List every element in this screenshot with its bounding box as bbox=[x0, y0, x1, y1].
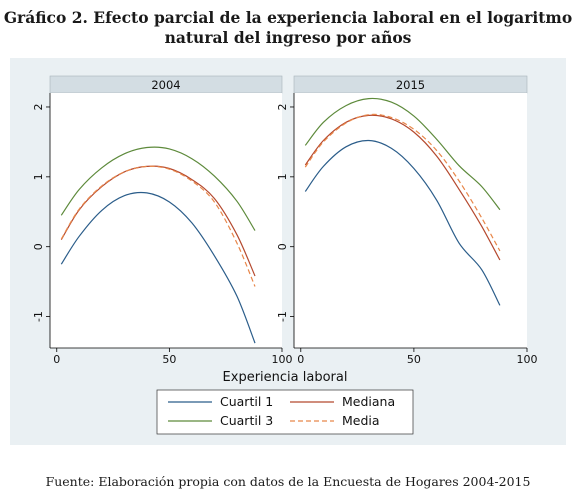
x-tick-label-2015-50: 50 bbox=[407, 353, 421, 366]
y-tick-label-2004-1: 1 bbox=[32, 173, 45, 180]
series-line-mediana-2015 bbox=[304, 114, 501, 261]
y-tick-label-2015-0: 0 bbox=[276, 243, 289, 250]
plot-area-2004 bbox=[50, 93, 282, 348]
series-line-cuartil-1-2015 bbox=[304, 139, 501, 306]
legend-label-media: Media bbox=[342, 413, 380, 428]
y-tick-label-2004--1: -1 bbox=[32, 311, 45, 322]
legend-label-cuartil-1: Cuartil 1 bbox=[220, 394, 273, 409]
series-line-cuartil-3-2004 bbox=[60, 146, 256, 231]
y-tick-label-2004-2: 2 bbox=[32, 103, 45, 110]
chart-title-line-2: natural del ingreso por años bbox=[164, 28, 412, 47]
series-line-cuartil-3-2015 bbox=[304, 97, 501, 211]
x-tick-label-2004-50: 50 bbox=[162, 353, 176, 366]
chart-title-line-1: Gráfico 2. Efecto parcial de la experien… bbox=[3, 8, 573, 27]
legend-box bbox=[156, 389, 414, 435]
series-line-cuartil-1-2004 bbox=[60, 191, 256, 344]
y-tick-label-2015-1: 1 bbox=[276, 173, 289, 180]
chart-title: Gráfico 2. Efecto parcial de la experien… bbox=[0, 8, 576, 48]
series-line-media-2015 bbox=[304, 113, 501, 252]
series-line-media-2004 bbox=[60, 165, 256, 287]
x-tick-label-2004-0: 0 bbox=[53, 353, 60, 366]
y-tick-label-2004-0: 0 bbox=[32, 243, 45, 250]
legend-label-mediana: Mediana bbox=[342, 394, 395, 409]
x-axis-title: Experiencia laboral bbox=[223, 370, 348, 385]
x-tick-label-2004-100: 100 bbox=[272, 353, 293, 366]
panel-label-2015: 2015 bbox=[396, 78, 425, 92]
plot-area-2015 bbox=[294, 93, 527, 348]
y-tick-label-2015--1: -1 bbox=[276, 311, 289, 322]
x-tick-label-2015-100: 100 bbox=[517, 353, 538, 366]
x-tick-label-2015-0: 0 bbox=[297, 353, 304, 366]
y-tick-label-2015-2: 2 bbox=[276, 103, 289, 110]
panel-label-2004: 2004 bbox=[151, 78, 180, 92]
legend-label-cuartil-3: Cuartil 3 bbox=[220, 413, 273, 428]
source-note: Fuente: Elaboración propia con datos de … bbox=[45, 474, 531, 489]
